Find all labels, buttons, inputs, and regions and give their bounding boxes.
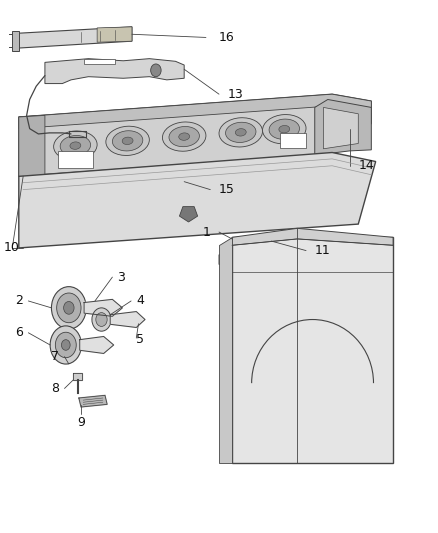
Ellipse shape [70, 142, 81, 149]
Polygon shape [180, 207, 198, 222]
Text: 14: 14 [358, 159, 374, 172]
Ellipse shape [235, 128, 246, 136]
Circle shape [55, 332, 76, 358]
Circle shape [57, 293, 81, 322]
Polygon shape [219, 237, 232, 463]
Polygon shape [12, 30, 19, 51]
Circle shape [92, 308, 111, 331]
Text: 6: 6 [15, 326, 23, 340]
Ellipse shape [279, 125, 290, 133]
Text: 3: 3 [117, 271, 124, 284]
Text: 15: 15 [219, 183, 235, 196]
Ellipse shape [122, 137, 133, 144]
Circle shape [96, 313, 107, 326]
Polygon shape [232, 228, 393, 245]
Text: 11: 11 [315, 244, 331, 257]
Text: 10: 10 [4, 241, 19, 254]
Polygon shape [80, 336, 114, 353]
Text: 2: 2 [15, 294, 23, 308]
Ellipse shape [269, 119, 300, 139]
Polygon shape [19, 115, 45, 176]
Polygon shape [73, 373, 82, 380]
Ellipse shape [60, 135, 91, 156]
Ellipse shape [169, 126, 199, 147]
Ellipse shape [226, 122, 256, 142]
Polygon shape [84, 300, 122, 317]
Text: 8: 8 [51, 382, 59, 395]
Polygon shape [19, 94, 371, 176]
Polygon shape [232, 237, 393, 463]
Text: 16: 16 [219, 31, 235, 44]
Ellipse shape [262, 115, 306, 144]
Polygon shape [219, 252, 280, 264]
FancyBboxPatch shape [280, 133, 306, 148]
Ellipse shape [179, 133, 190, 140]
Ellipse shape [53, 131, 97, 160]
Text: 7: 7 [51, 350, 59, 363]
Circle shape [61, 340, 70, 350]
Ellipse shape [219, 118, 262, 147]
Polygon shape [110, 312, 145, 327]
Ellipse shape [162, 122, 206, 151]
Circle shape [50, 326, 81, 364]
Polygon shape [19, 27, 132, 48]
Polygon shape [19, 152, 376, 248]
Ellipse shape [113, 131, 143, 151]
Text: 1: 1 [202, 225, 210, 239]
Ellipse shape [106, 126, 149, 156]
Polygon shape [69, 131, 86, 137]
Text: 4: 4 [136, 294, 144, 308]
Circle shape [51, 287, 86, 329]
Polygon shape [19, 94, 371, 128]
Text: 5: 5 [136, 333, 144, 346]
Polygon shape [45, 59, 184, 84]
Text: 13: 13 [228, 87, 244, 101]
FancyBboxPatch shape [58, 151, 93, 168]
Polygon shape [79, 395, 107, 407]
Polygon shape [97, 27, 132, 42]
Polygon shape [255, 235, 270, 248]
Text: 9: 9 [77, 416, 85, 429]
Circle shape [64, 302, 74, 314]
Polygon shape [84, 59, 115, 64]
Circle shape [151, 64, 161, 77]
Polygon shape [315, 100, 371, 155]
Polygon shape [323, 108, 358, 149]
